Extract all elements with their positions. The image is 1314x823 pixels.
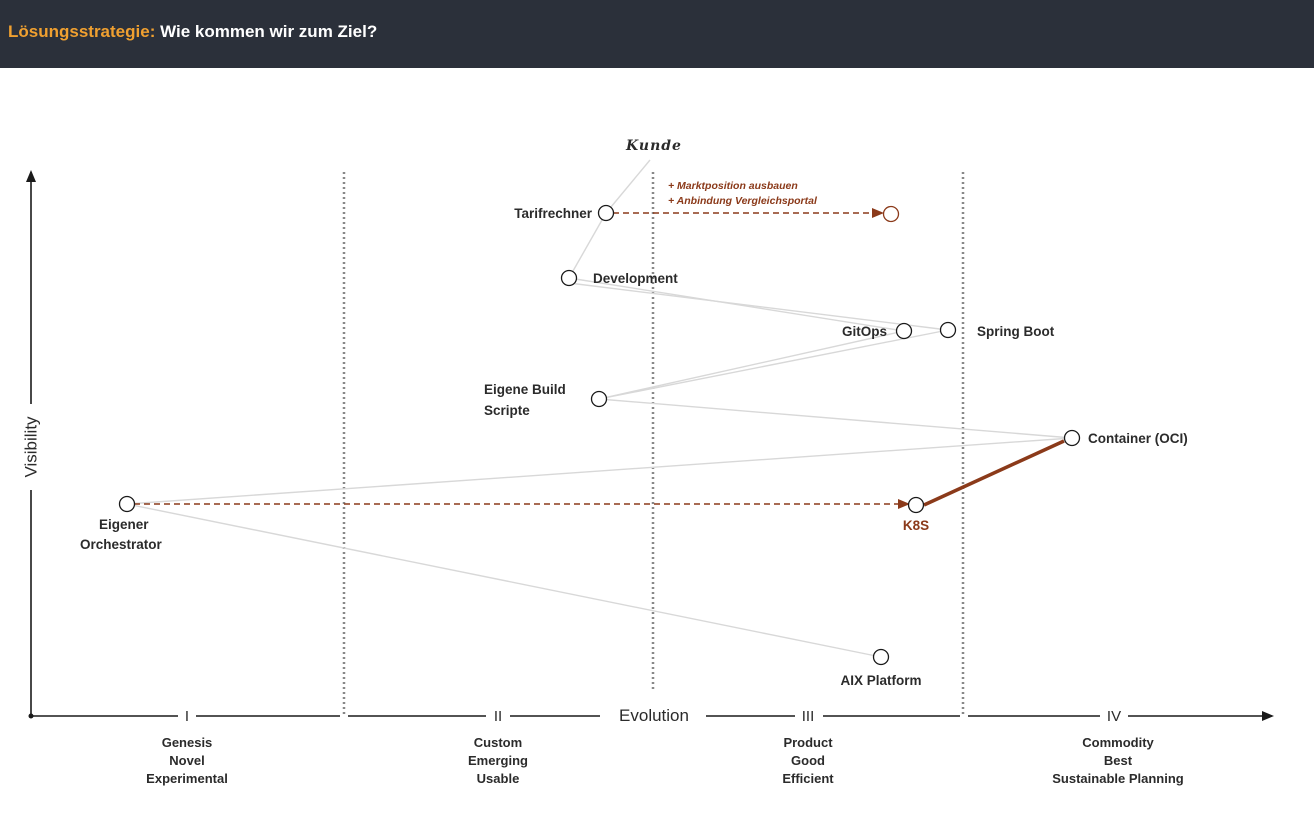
label-gitops: GitOps xyxy=(842,324,887,339)
phase-numeral-3: III xyxy=(802,708,815,725)
phase-2-line-3: Usable xyxy=(477,771,520,786)
phase-2-line-2: Emerging xyxy=(468,753,528,768)
label-eigener-2: Orchestrator xyxy=(80,537,163,552)
phase-1-line-3: Experimental xyxy=(146,771,228,786)
phase-1-line-1: Genesis xyxy=(162,735,213,750)
node-spring-boot[interactable] xyxy=(939,321,957,339)
node-k8s[interactable] xyxy=(907,496,925,514)
phase-3-line-1: Product xyxy=(783,735,833,750)
label-aix-platform: AIX Platform xyxy=(840,673,921,688)
phase-2-line-1: Custom xyxy=(474,735,522,750)
k8s-container-link xyxy=(923,439,1065,507)
phase-4-line-3: Sustainable Planning xyxy=(1052,771,1184,786)
label-tarifrechner: Tarifrechner xyxy=(514,206,593,221)
dependency-links xyxy=(126,159,1073,658)
title-text: Wie kommen wir zum Ziel? xyxy=(160,22,378,41)
note-marktposition: + Marktposition ausbauen xyxy=(668,180,798,192)
phase-1-line-2: Novel xyxy=(169,753,204,768)
node-development[interactable] xyxy=(560,269,578,287)
label-k8s: K8S xyxy=(903,518,929,533)
header-bar: Lösungsstrategie: Wie kommen wir zum Zie… xyxy=(0,0,1314,68)
label-eigene-build-2: Scripte xyxy=(484,403,530,418)
title-accent: Lösungsstrategie: xyxy=(8,22,156,41)
phase-3-line-3: Efficient xyxy=(782,771,834,786)
node-eigene-build-scripte[interactable] xyxy=(590,390,608,408)
anchor-kunde: Kunde xyxy=(625,138,682,154)
phase-numeral-1: I xyxy=(185,708,189,725)
label-container-oci: Container (OCI) xyxy=(1088,431,1188,446)
x-axis-label: Evolution xyxy=(619,706,689,725)
label-spring-boot: Spring Boot xyxy=(977,324,1055,339)
phase-numeral-2: II xyxy=(494,708,502,725)
phase-4-line-2: Best xyxy=(1104,753,1133,768)
label-eigener-1: Eigener xyxy=(99,517,149,532)
node-gitops[interactable] xyxy=(895,322,913,340)
node-container-oci[interactable] xyxy=(1063,429,1081,447)
phase-3-line-2: Good xyxy=(791,753,825,768)
phase-4-line-1: Commodity xyxy=(1082,735,1154,750)
label-eigene-build-1: Eigene Build xyxy=(484,382,566,397)
label-development: Development xyxy=(593,271,678,286)
note-vergleichsportal: + Anbindung Vergleichsportal xyxy=(668,195,818,207)
node-aix-platform[interactable] xyxy=(872,648,890,666)
phase-numeral-4: IV xyxy=(1107,708,1121,725)
page-title: Lösungsstrategie: Wie kommen wir zum Zie… xyxy=(8,22,377,42)
node-tarifrechner-target[interactable] xyxy=(882,205,900,223)
y-axis-label: Visibility xyxy=(22,416,41,478)
node-tarifrechner[interactable] xyxy=(597,204,615,222)
node-eigener-orchestrator[interactable] xyxy=(118,495,136,513)
